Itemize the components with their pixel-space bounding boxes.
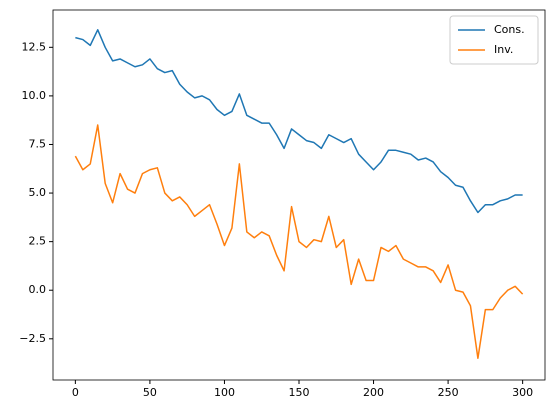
- plot-frame: [52, 9, 546, 381]
- line-series: [75, 29, 523, 214]
- x-tick-label: 200: [363, 386, 384, 399]
- x-tick-label: 50: [143, 386, 157, 399]
- y-tick-label: 2.5: [29, 235, 47, 248]
- y-tick-label: 12.5: [22, 40, 47, 53]
- x-tick-label: 150: [289, 386, 310, 399]
- legend-box: [449, 15, 539, 65]
- legend-label: Inv.: [494, 43, 513, 56]
- y-tick-label: 0.0: [29, 283, 47, 296]
- x-tick-label: 100: [214, 386, 235, 399]
- y-tick-label: 5.0: [29, 186, 47, 199]
- x-tick-label: 300: [512, 386, 533, 399]
- x-tick-label: 250: [438, 386, 459, 399]
- y-tick-label: −2.5: [19, 332, 46, 345]
- y-tick-label: 7.5: [29, 137, 47, 150]
- line-series: [74, 124, 524, 359]
- y-tick-label: 10.0: [22, 89, 47, 102]
- legend-label: Cons.: [494, 23, 525, 36]
- x-tick-label: 0: [72, 386, 79, 399]
